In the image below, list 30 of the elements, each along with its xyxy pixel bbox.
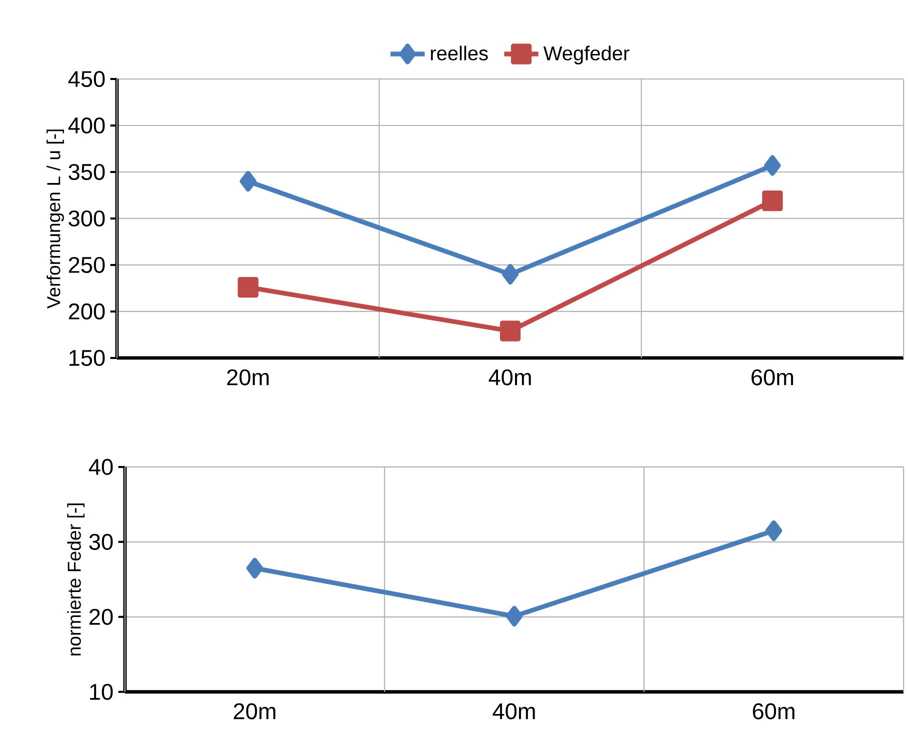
y-tick-label: 30 <box>89 534 113 550</box>
legend-label: Wegfeder <box>543 46 630 64</box>
y-tick-label: 40 <box>88 458 113 476</box>
point <box>506 606 523 627</box>
x-tick-label: 40m <box>488 369 531 386</box>
x-tick-label: 60m <box>752 703 794 720</box>
y-axis-title: Verformungen L / u [-] <box>46 130 64 309</box>
y-tick-label: 10 <box>90 684 113 700</box>
point <box>762 190 783 212</box>
point <box>764 155 781 176</box>
point <box>765 520 782 542</box>
point <box>240 170 256 192</box>
y-tick-label: 250 <box>68 256 105 274</box>
y-tick-label: 150 <box>70 350 105 366</box>
y-tick-label: 20 <box>90 608 113 625</box>
point <box>500 320 521 342</box>
y-tick-label: 350 <box>68 164 105 180</box>
y-tick-label: 450 <box>68 71 105 88</box>
point <box>502 264 519 285</box>
x-tick-label: 20m <box>234 703 276 720</box>
point <box>246 558 264 579</box>
y-tick-label: 200 <box>68 303 105 320</box>
legend-label: reelles <box>430 46 488 60</box>
y-axis-title: normierte Feder [-] <box>67 504 85 656</box>
x-tick-label: 20m <box>227 369 269 386</box>
y-tick-label: 400 <box>68 118 105 134</box>
x-tick-label: 60m <box>752 369 794 386</box>
point <box>238 276 258 298</box>
x-tick-label: 40m <box>492 703 535 720</box>
y-tick-label: 300 <box>68 210 105 227</box>
